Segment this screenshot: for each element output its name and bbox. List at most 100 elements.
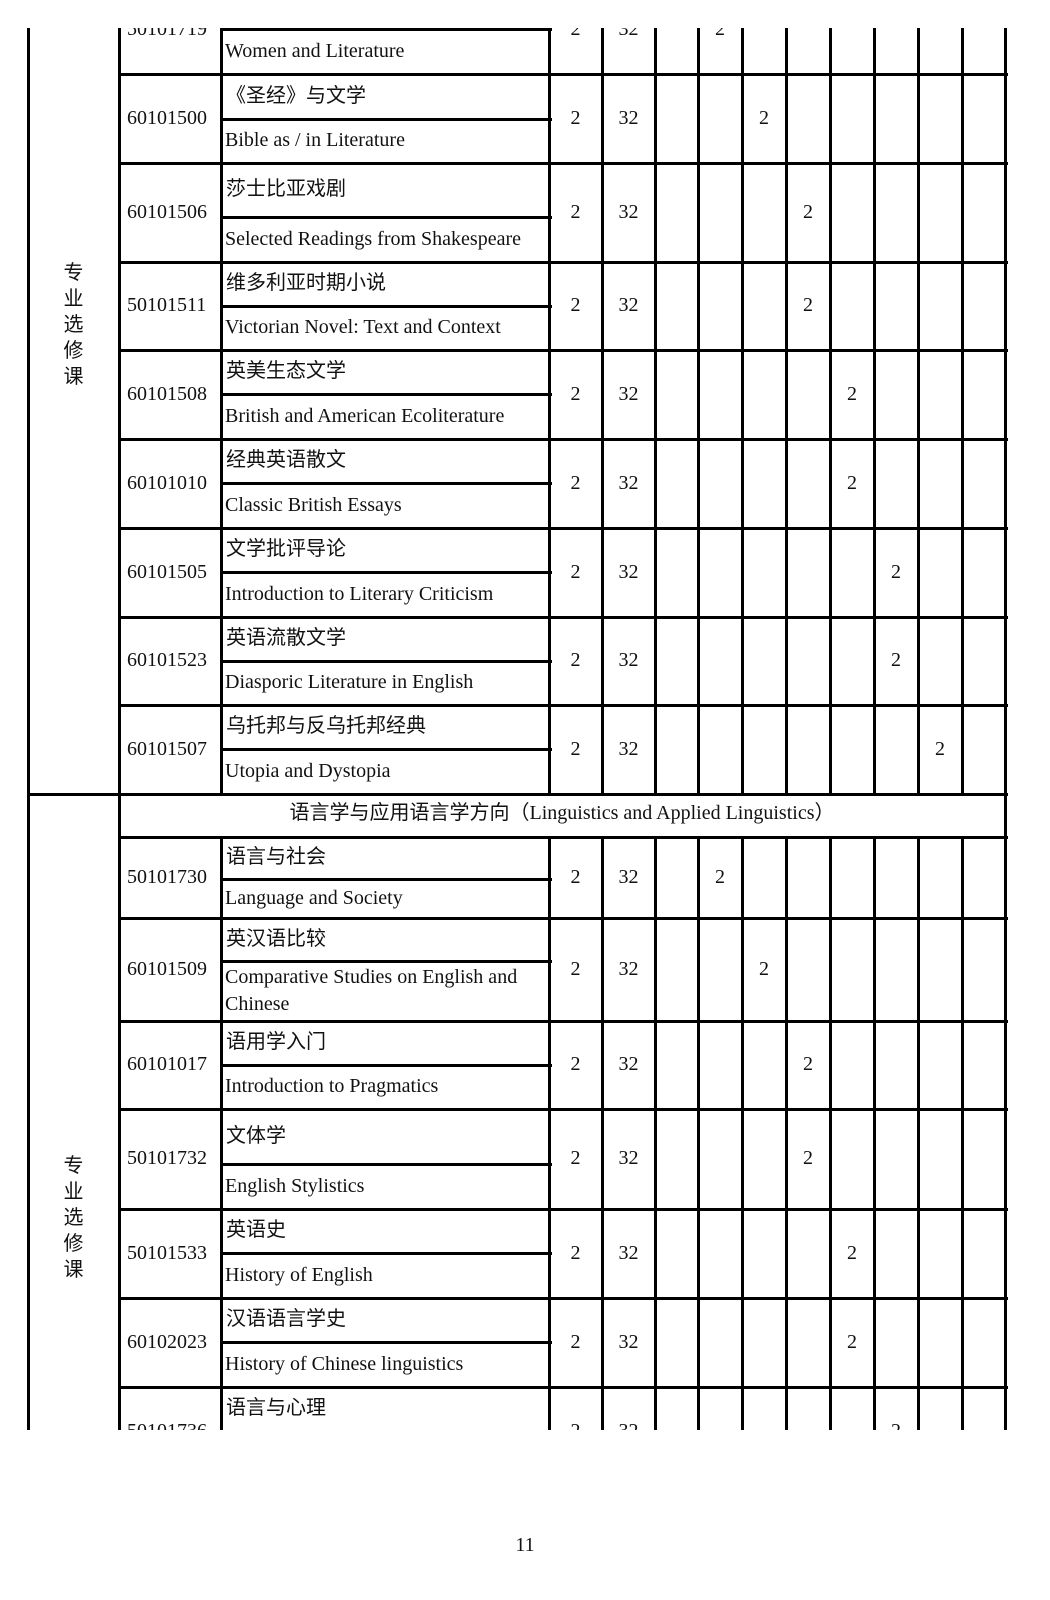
- name-divider: [221, 1163, 552, 1166]
- credits: 2: [570, 737, 581, 760]
- row-border: [119, 438, 1008, 441]
- course-name-cn: 英语史: [226, 1219, 286, 1241]
- column-line: [961, 836, 964, 1430]
- course-code: 60101505: [127, 560, 207, 583]
- semester-hours: 2: [935, 737, 945, 760]
- hours: 32: [618, 1147, 639, 1169]
- hours: 32: [602, 1420, 655, 1431]
- semester-hours: 2: [847, 382, 857, 405]
- hours: 32: [618, 28, 639, 40]
- credits: 2: [570, 865, 581, 888]
- hours: 32: [618, 382, 639, 405]
- course-code: 60101017: [127, 1053, 207, 1075]
- name-divider: [221, 305, 552, 308]
- credits: 2: [570, 382, 581, 405]
- course-name-cn: 汉语语言学史: [226, 1308, 346, 1330]
- column-line: [654, 28, 657, 793]
- column-line: [961, 28, 964, 793]
- course-name-en: Diasporic Literature in English: [225, 671, 474, 693]
- course-code: 60101500: [127, 106, 207, 129]
- semester-hours: 2: [803, 1147, 813, 1169]
- course-name-cn: 语言与社会: [226, 846, 326, 868]
- course-code: 60101010: [127, 471, 207, 494]
- course-name-cn: 经典英语散文: [226, 449, 346, 471]
- row-border: [119, 349, 1008, 352]
- category-label: 专 业 选 修 课: [63, 1155, 84, 1281]
- name-divider: [221, 393, 552, 396]
- semester-hours: 2: [847, 1241, 857, 1264]
- credits: 2: [570, 560, 581, 583]
- course-name-cn: 英汉语比较: [226, 927, 326, 950]
- name-divider: [221, 1064, 552, 1067]
- name-divider: [221, 960, 552, 963]
- table-left-border: [27, 28, 30, 1430]
- course-name-en: Utopia and Dystopia: [225, 759, 391, 782]
- column-line: [917, 836, 920, 1430]
- hours: 32: [618, 1241, 639, 1264]
- hours: 32: [618, 865, 639, 888]
- name-divider: [221, 571, 552, 574]
- row-border: [119, 73, 1008, 76]
- column-line: [917, 28, 920, 793]
- course-name-cn: 《圣经》与文学: [226, 84, 366, 107]
- semester-hours: 2: [715, 865, 725, 888]
- row-border: [119, 1297, 1008, 1300]
- course-name-en: Bible as / in Literature: [225, 129, 405, 151]
- row-border: [119, 704, 1008, 707]
- course-name-en: Women and Literature: [225, 39, 405, 62]
- row-border: [119, 527, 1008, 530]
- course-name-en: Language and Society: [225, 886, 403, 909]
- course-name-en: Selected Readings from Shakespeare: [225, 227, 522, 250]
- row-border: [119, 162, 1008, 165]
- name-divider: [221, 28, 552, 31]
- semester-hours: 2: [759, 957, 769, 980]
- course-name-cn: 文体学: [226, 1124, 286, 1147]
- column-line: [697, 836, 700, 1430]
- course-name-en: Comparative Studies on English and Chine…: [225, 966, 518, 1015]
- course-table: 专 业 选 修 课 专 业 选 修 课 语言学与应用语言学方向（Linguist…: [0, 28, 1050, 1430]
- column-line: [785, 28, 788, 793]
- name-divider: [221, 118, 552, 121]
- credits: 2: [570, 1053, 581, 1075]
- column-line: [601, 28, 604, 793]
- course-name-cn: 英美生态文学: [226, 360, 346, 382]
- column-line: [697, 28, 700, 793]
- hours: 32: [618, 1053, 639, 1075]
- column-line: [548, 28, 551, 793]
- course-code: 60101508: [127, 382, 207, 405]
- name-divider: [221, 482, 552, 485]
- course-name-cn: 乌托邦与反乌托邦经典: [226, 715, 426, 737]
- credits: 2: [570, 471, 581, 494]
- course-code: 50101511: [127, 294, 207, 316]
- semester-hours: 2: [803, 294, 813, 316]
- course-name-en: History of English: [225, 1263, 373, 1286]
- hours: 32: [618, 200, 639, 223]
- course-name-en: History of Chinese linguistics: [225, 1352, 464, 1375]
- hours: 32: [618, 560, 639, 583]
- hours: 32: [618, 737, 639, 760]
- course-code: 50101736: [127, 1420, 207, 1431]
- credits: 2: [570, 28, 581, 40]
- course-code: 50101732: [127, 1147, 207, 1169]
- hours: 32: [618, 957, 639, 980]
- column-line: [829, 836, 832, 1430]
- course-code: 60102023: [127, 1330, 207, 1353]
- row-border: [119, 616, 1008, 619]
- course-code: 50101730: [127, 865, 207, 888]
- column-line: [601, 836, 604, 1430]
- course-code: 60101509: [127, 957, 207, 980]
- semester-hours: 2: [715, 28, 725, 40]
- credits: 2: [570, 1241, 581, 1264]
- course-name-cn: 文学批评导论: [226, 538, 346, 560]
- course-name-cn: 莎士比亚戏剧: [226, 178, 346, 200]
- name-divider: [221, 748, 552, 751]
- column-line: [873, 836, 876, 1430]
- credits: 2: [570, 649, 581, 671]
- course-name-en: Introduction to Pragmatics: [225, 1075, 439, 1097]
- course-code: 60101507: [127, 737, 207, 760]
- hours: 32: [618, 294, 639, 316]
- row-border: [119, 917, 1008, 920]
- name-divider: [221, 660, 552, 663]
- semester-hours: 2: [803, 1053, 813, 1075]
- course-code: 50101719: [127, 28, 207, 40]
